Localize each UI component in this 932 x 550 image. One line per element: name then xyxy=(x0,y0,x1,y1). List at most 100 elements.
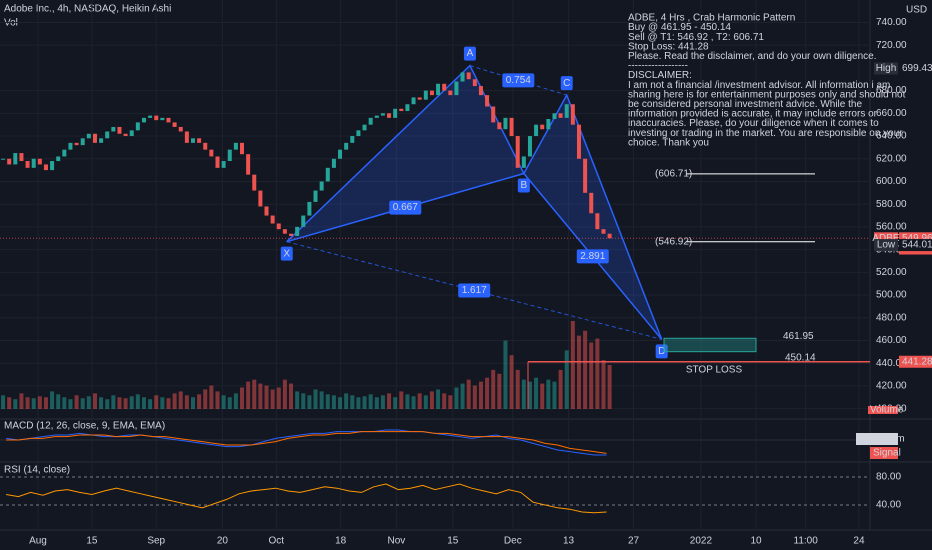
candle xyxy=(313,190,318,202)
volume-bar xyxy=(460,383,465,409)
candle xyxy=(19,153,24,162)
note-line: be considered personal investment advice… xyxy=(628,99,862,110)
tag-value: 699.43 xyxy=(902,63,932,74)
volume-bar xyxy=(203,389,208,409)
candle xyxy=(393,108,398,118)
volume-bar xyxy=(123,398,128,409)
candle xyxy=(141,117,146,123)
candle xyxy=(221,161,226,168)
volume-bar xyxy=(276,387,281,409)
ratio-label: 2.891 xyxy=(580,251,605,262)
volume-bar xyxy=(105,399,110,409)
note-line: Stop Loss: 441.28 xyxy=(628,41,709,52)
y-tick-label: 720.00 xyxy=(876,40,907,51)
vol-label: Vol xyxy=(4,18,18,29)
x-tick-label: Dec xyxy=(504,536,522,547)
volume-bar xyxy=(197,394,202,409)
candle xyxy=(417,97,422,100)
tag-value: 441.28 xyxy=(902,356,932,367)
volume-bar xyxy=(135,394,140,409)
volume-bar xyxy=(423,395,428,409)
candle xyxy=(411,97,416,105)
volume-bar xyxy=(601,360,606,409)
pattern-point xyxy=(280,246,293,261)
candle xyxy=(92,133,97,143)
volume-bar xyxy=(534,377,539,409)
tag-box xyxy=(856,433,898,445)
candle xyxy=(583,158,588,193)
volume-bar xyxy=(37,396,42,409)
y-tick-label: 660.00 xyxy=(876,108,907,119)
pattern-point xyxy=(560,76,573,91)
rsi-title: RSI (14, close) xyxy=(4,465,70,476)
candle xyxy=(80,138,85,146)
candle xyxy=(7,158,12,165)
candle xyxy=(203,142,208,150)
volume-bar xyxy=(417,393,422,409)
volume-bar xyxy=(478,381,483,409)
volume-bar xyxy=(80,398,85,409)
volume-bar xyxy=(13,399,18,409)
volume-bar xyxy=(86,396,91,409)
candle xyxy=(356,130,361,137)
candle xyxy=(209,149,214,157)
volume-bar xyxy=(289,383,294,409)
candle xyxy=(215,156,220,168)
volume-bar xyxy=(178,391,183,409)
candle xyxy=(111,126,116,132)
volume-bar xyxy=(313,389,318,409)
note-line: Sell @ T1: 546.92 , T2: 606.71 xyxy=(628,32,764,43)
volume-bar xyxy=(270,389,275,409)
note-line: sharing here is for entertainment purpos… xyxy=(628,89,906,100)
volume-bar xyxy=(56,394,61,409)
x-tick-label: 20 xyxy=(217,536,229,547)
target-label: (546.92) xyxy=(655,236,692,247)
x-tick-label: Oct xyxy=(269,536,285,547)
candle xyxy=(448,90,453,96)
y-tick-label: 640.00 xyxy=(876,131,907,142)
x-tick-label: 10 xyxy=(750,536,762,547)
candle xyxy=(86,133,91,139)
volume-bar xyxy=(215,391,220,409)
buy-high: 461.95 xyxy=(783,331,814,342)
x-tick-label: Aug xyxy=(29,536,47,547)
candle xyxy=(509,117,514,137)
y-tick-label: 460.00 xyxy=(876,335,907,346)
candle xyxy=(546,118,551,130)
candle xyxy=(429,90,434,96)
volume-bar xyxy=(62,397,67,409)
candle xyxy=(344,142,349,150)
y-tick-label: 500.00 xyxy=(876,290,907,301)
candle xyxy=(319,181,324,191)
tag-value: Volume xyxy=(870,405,904,416)
volume-bar xyxy=(117,397,122,409)
y-tick-label: 80.00 xyxy=(876,472,901,483)
buy-low: 450.14 xyxy=(785,352,816,363)
note-line: ADBE, 4 Hrs , Crab Harmonic Pattern xyxy=(628,13,795,24)
tag-name: High xyxy=(876,63,897,74)
volume-bar xyxy=(92,393,97,409)
volume-bar xyxy=(411,396,416,409)
volume-bar xyxy=(448,395,453,409)
x-tick-label: 15 xyxy=(86,536,98,547)
volume-bar xyxy=(515,369,520,409)
volume-bar xyxy=(19,393,24,409)
candle xyxy=(99,138,104,143)
volume-bar xyxy=(43,397,48,409)
candle xyxy=(478,86,483,96)
candle xyxy=(172,122,177,127)
rsi-line xyxy=(6,483,607,514)
volume-bar xyxy=(491,369,496,409)
candle xyxy=(135,122,140,131)
candle xyxy=(362,124,367,131)
volume-bar xyxy=(240,387,245,409)
y-tick-label: 580.00 xyxy=(876,199,907,210)
volume-bar xyxy=(564,350,569,409)
candle xyxy=(331,158,336,168)
volume-bar xyxy=(307,395,312,409)
volume-bar xyxy=(466,379,471,409)
x-tick-label: 27 xyxy=(628,536,640,547)
candle xyxy=(184,131,189,143)
candle xyxy=(595,213,600,230)
y-tick-label: 480.00 xyxy=(876,312,907,323)
